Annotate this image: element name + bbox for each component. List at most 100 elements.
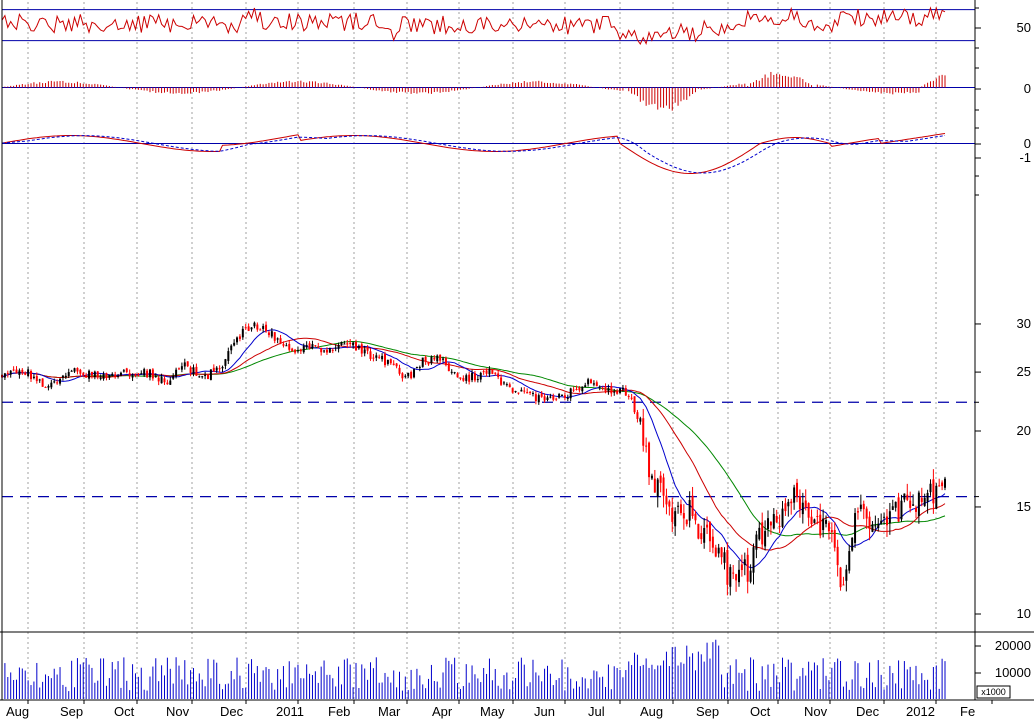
candle-body bbox=[825, 520, 828, 524]
candle-body bbox=[296, 350, 299, 352]
candle-body bbox=[819, 514, 822, 536]
candle-body bbox=[865, 508, 868, 519]
candle-body bbox=[82, 373, 85, 376]
candle-body bbox=[540, 393, 543, 397]
candle-body bbox=[32, 376, 35, 379]
candle-body bbox=[61, 375, 64, 378]
candle-body bbox=[410, 371, 413, 379]
candle-body bbox=[21, 369, 24, 373]
candle-body bbox=[642, 418, 645, 446]
candle-body bbox=[93, 371, 96, 378]
candle-body bbox=[636, 412, 639, 419]
candle-body bbox=[421, 357, 424, 367]
candle-body bbox=[752, 547, 755, 573]
candle-body bbox=[923, 498, 926, 506]
moving-average-short bbox=[1, 329, 946, 569]
candle-body bbox=[514, 391, 517, 393]
candle-body bbox=[691, 495, 694, 517]
volume-tick-20000-label: 20000 bbox=[995, 638, 1031, 653]
candle-body bbox=[407, 372, 410, 377]
candle-body bbox=[645, 445, 648, 447]
candle-body bbox=[285, 345, 288, 347]
candle-body bbox=[99, 377, 102, 379]
candle-body bbox=[389, 359, 392, 364]
candle-body bbox=[256, 324, 259, 330]
candle-body bbox=[914, 507, 917, 512]
volume-tick-10000-label: 10000 bbox=[995, 665, 1031, 680]
candle-body bbox=[798, 496, 801, 510]
candle-body bbox=[386, 359, 389, 364]
candle-body bbox=[320, 347, 323, 353]
candle-body bbox=[839, 567, 842, 588]
candle-body bbox=[897, 497, 900, 522]
month-label-3: Nov bbox=[166, 704, 190, 719]
candle-body bbox=[317, 346, 320, 348]
candle-body bbox=[772, 514, 775, 529]
candle-body bbox=[430, 356, 433, 364]
month-label-5: 2011 bbox=[276, 704, 304, 719]
candle-body bbox=[157, 377, 160, 382]
candle-body bbox=[854, 513, 857, 543]
candle-body bbox=[427, 362, 430, 365]
candle-body bbox=[740, 564, 743, 571]
candle-body bbox=[41, 378, 44, 387]
candle-body bbox=[279, 338, 282, 344]
candle-body bbox=[363, 349, 366, 354]
volume-panel bbox=[1, 639, 946, 699]
candle-body bbox=[610, 386, 613, 394]
candle-body bbox=[653, 478, 656, 493]
candle-body bbox=[856, 511, 859, 513]
candle-body bbox=[189, 367, 192, 374]
candle-body bbox=[581, 386, 584, 392]
candle-body bbox=[183, 362, 186, 367]
candle-body bbox=[360, 344, 363, 354]
candle-body bbox=[851, 537, 854, 551]
candle-body bbox=[926, 492, 929, 502]
candle-body bbox=[218, 368, 221, 370]
candle-body bbox=[24, 372, 27, 375]
candle-body bbox=[76, 367, 79, 372]
chart-frame bbox=[0, 0, 1034, 701]
candle-body bbox=[665, 495, 668, 505]
candle-body bbox=[241, 328, 244, 338]
candle-body bbox=[804, 500, 807, 508]
candle-body bbox=[38, 379, 41, 381]
candle-body bbox=[830, 530, 833, 533]
candle-body bbox=[186, 361, 189, 367]
candle-body bbox=[238, 336, 241, 339]
candle-body bbox=[172, 375, 175, 379]
candle-body bbox=[485, 370, 488, 374]
candle-body bbox=[880, 520, 883, 524]
candle-body bbox=[372, 357, 375, 359]
month-axis: Aug Sep Oct Nov Dec 2011 Feb Mar Apr May Jun Jul Aug… bbox=[6, 700, 993, 719]
price-tick-25-label: 25 bbox=[1017, 364, 1031, 379]
volume-unit-box bbox=[976, 685, 1011, 699]
candle-body bbox=[590, 379, 593, 384]
candle-body bbox=[677, 505, 680, 507]
candle-body bbox=[453, 372, 456, 374]
candle-body bbox=[827, 523, 830, 532]
price-tick-20-label: 20 bbox=[1017, 423, 1031, 438]
candle-body bbox=[572, 389, 575, 391]
candle-body bbox=[384, 354, 387, 366]
candle-body bbox=[894, 501, 897, 508]
candle-body bbox=[343, 343, 346, 345]
candle-body bbox=[767, 518, 770, 530]
candle-body bbox=[30, 371, 33, 380]
candle-body bbox=[151, 369, 154, 379]
candle-body bbox=[833, 529, 836, 548]
candle-body bbox=[650, 475, 653, 479]
candle-body bbox=[67, 372, 70, 376]
candle-body bbox=[630, 397, 633, 399]
candle-body bbox=[488, 369, 491, 375]
candle-body bbox=[787, 501, 790, 507]
candle-body bbox=[920, 498, 923, 502]
candle-body bbox=[523, 390, 526, 392]
candle-body bbox=[128, 373, 131, 377]
candle-body bbox=[601, 387, 604, 389]
candle-body bbox=[534, 394, 537, 402]
candle-body bbox=[12, 369, 15, 371]
candle-body bbox=[633, 396, 636, 413]
candle-body bbox=[433, 357, 436, 360]
candle-body bbox=[270, 331, 273, 337]
